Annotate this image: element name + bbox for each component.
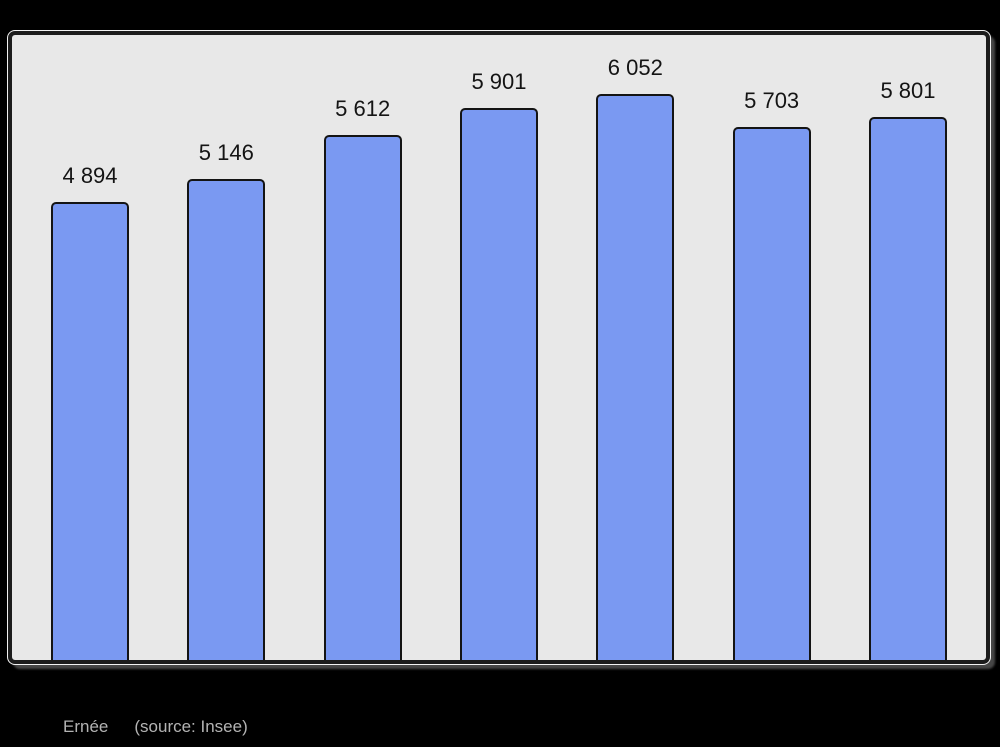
bar (323, 135, 402, 660)
bar-column: 5 612 (323, 96, 402, 660)
bar-value-label: 5 703 (744, 88, 800, 113)
bar-column: 4 894 (51, 163, 129, 660)
bar (187, 179, 266, 660)
bar-value-label: 5 146 (198, 140, 254, 165)
bar-value-label: 5 901 (471, 69, 527, 94)
bar-value-label: 6 052 (607, 55, 663, 80)
bar (51, 202, 129, 660)
bar-value-label: 4 894 (62, 163, 118, 188)
bar-chart-panel: 4 894 5 146 5 612 5 901 6 052 5 703 5 801 (8, 31, 990, 664)
bar (732, 127, 811, 660)
bar-column: 5 146 (187, 140, 266, 660)
bar (868, 117, 947, 660)
bar-column: 5 901 (459, 69, 538, 660)
bars-row: 4 894 5 146 5 612 5 901 6 052 5 703 5 801 (12, 35, 986, 660)
caption-commune-name: Ernée (63, 717, 109, 736)
caption-source: (source: Insee) (134, 717, 248, 736)
bar-column: 5 703 (732, 88, 811, 660)
bar (459, 108, 538, 660)
bar-column: 5 801 (868, 78, 947, 660)
bar-value-label: 5 612 (335, 96, 391, 121)
bar-value-label: 5 801 (880, 78, 936, 103)
bar-column: 6 052 (596, 55, 675, 660)
chart-caption: Ernée (source: Insee) (63, 716, 248, 738)
bar (596, 94, 675, 660)
